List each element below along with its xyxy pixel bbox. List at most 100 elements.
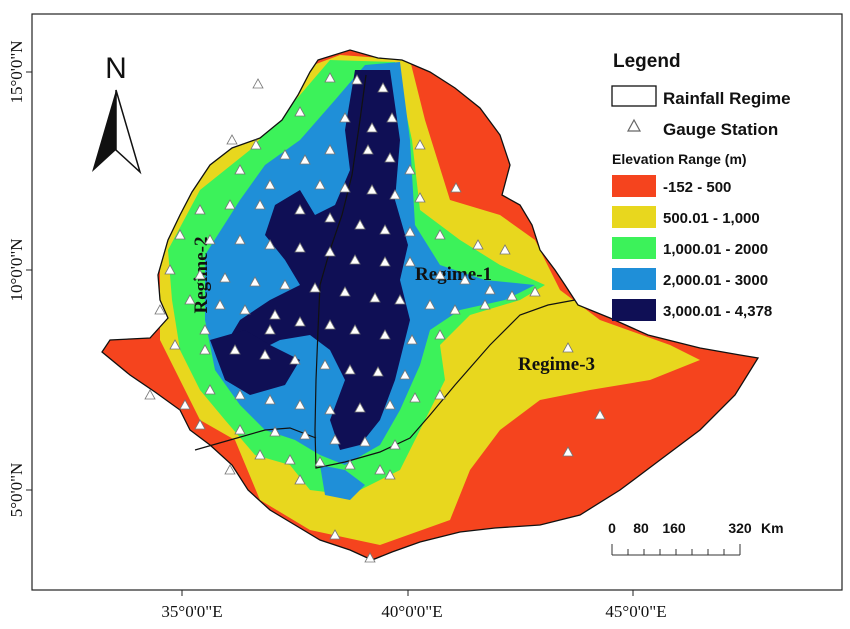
gauge-station-icon: [279, 279, 291, 290]
legend-class-label-4: 3,000.01 - 4,378: [663, 303, 772, 320]
gauge-station-icon: [529, 286, 541, 297]
gauge-station-icon: [389, 439, 401, 450]
gauge-station-icon: [406, 334, 418, 345]
legend-swatch-4: [612, 299, 656, 321]
elevation-band-3000-west: [210, 330, 300, 395]
gauge-station-icon: [424, 299, 436, 310]
gauge-station-icon: [434, 229, 446, 240]
gauge-station-icon: [369, 292, 381, 303]
gauge-station-icon: [324, 72, 336, 83]
legend-class-label-0: -152 - 500: [663, 179, 731, 196]
gauge-station-icon: [374, 464, 386, 475]
gauge-station-icon: [269, 309, 281, 320]
gauge-station-icon: [354, 402, 366, 413]
legend-swatch-0: [612, 175, 656, 197]
scale-tick-320: 320: [728, 520, 752, 536]
legend-swatch-1: [612, 206, 656, 228]
gauge-station-icon: [324, 319, 336, 330]
regime-boundaries: [194, 74, 576, 469]
gauge-station-icon: [219, 272, 231, 283]
gauge-station-icon: [386, 112, 398, 123]
gauge-station-icon: [214, 299, 226, 310]
gauge-station-icon: [562, 446, 574, 457]
gauge-station-icon: [349, 254, 361, 265]
gauge-station-icon: [250, 139, 262, 150]
gauge-station-icon: [339, 286, 351, 297]
north-arrow-icon: N: [92, 52, 142, 175]
regime-boundary-west: [314, 74, 576, 469]
gauge-station-icon: [404, 164, 416, 175]
gauge-station-icon: [269, 426, 281, 437]
gauge-station-icon: [329, 529, 341, 540]
gauge-station-icon: [154, 304, 166, 315]
lon-label-40e: 40°0'0"E: [381, 602, 442, 621]
gauge-station-icon: [384, 399, 396, 410]
gauge-station-icon: [309, 282, 321, 293]
gauge-station-icon: [226, 134, 238, 145]
gauge-station-icon: [389, 189, 401, 200]
gauge-station-icon: [294, 316, 306, 327]
gauge-station-icon: [372, 366, 384, 377]
gauge-station-icon: [224, 464, 236, 475]
gauge-station-icon: [394, 294, 406, 305]
gauge-station-icon: [364, 552, 376, 563]
legend-swatch-2: [612, 237, 656, 259]
lon-label-45e: 45°0'0"E: [605, 602, 666, 621]
gauge-station-icon: [344, 459, 356, 470]
gauge-station-icon: [314, 456, 326, 467]
legend-elevation-classes: -152 - 500 500.01 - 1,000 1,000.01 - 2000 2…: [612, 175, 772, 321]
regime-3-label: Regime-3: [518, 354, 595, 375]
gauge-station-icon: [344, 364, 356, 375]
gauge-station-icon: [314, 179, 326, 190]
legend-swatch-3: [612, 268, 656, 290]
gauge-station-icon: [324, 144, 336, 155]
gauge-station-icon: [414, 192, 426, 203]
gauge-station-icon: [324, 404, 336, 415]
gauge-station-icon: [254, 449, 266, 460]
gauge-station-icon: [299, 429, 311, 440]
gauge-station-icon: [366, 122, 378, 133]
gauge-station-icon: [459, 274, 471, 285]
gauge-station-icon: [252, 78, 264, 89]
gauge-station-icon: [434, 329, 446, 340]
gauge-station-icon: [199, 324, 211, 335]
scale-bar: 0 80 160 320 Km: [608, 520, 784, 556]
gauge-stations: [144, 72, 606, 563]
gauge-station-icon: [384, 469, 396, 480]
elevation-band-2000-south: [320, 465, 365, 500]
legend-class-label-2: 1,000.01 - 2000: [663, 241, 768, 258]
gauge-station-icon: [379, 224, 391, 235]
gauge-station-icon: [204, 384, 216, 395]
gauge-station-icon: [354, 219, 366, 230]
gauge-station-icon: [339, 112, 351, 123]
gauge-station-icon: [264, 179, 276, 190]
gauge-station-icon: [194, 269, 206, 280]
elevation-band-3000-4378: [225, 70, 410, 450]
gauge-station-icon: [349, 324, 361, 335]
gauge-station-icon: [506, 290, 518, 301]
legend-class-label-3: 2,000.01 - 3000: [663, 272, 768, 289]
gauge-station-icon: [239, 304, 251, 315]
gauge-station-icon: [204, 234, 216, 245]
gauge-station-icon: [379, 329, 391, 340]
gauge-station-icon: [289, 354, 301, 365]
gauge-station-icon: [294, 106, 306, 117]
gauge-station-icon: [234, 234, 246, 245]
gauge-station-icon: [234, 164, 246, 175]
legend-class-label-1: 500.01 - 1,000: [663, 210, 760, 227]
gauge-station-icon: [299, 154, 311, 165]
gauge-station-icon: [594, 409, 606, 420]
gauge-station-icon: [194, 419, 206, 430]
gauge-station-icon: [264, 394, 276, 405]
gauge-station-icon: [414, 139, 426, 150]
lat-label-5n: 5°0'0"N: [7, 463, 26, 518]
lat-label-15n: 15°0'0"N: [7, 40, 26, 103]
gauge-station-icon: [449, 304, 461, 315]
legend-regime-swatch: [611, 85, 657, 107]
gauge-station-icon: [249, 276, 261, 287]
gauge-station-icon: [472, 239, 484, 250]
gauge-station-icon: [362, 144, 374, 155]
north-arrow-label: N: [105, 52, 127, 85]
